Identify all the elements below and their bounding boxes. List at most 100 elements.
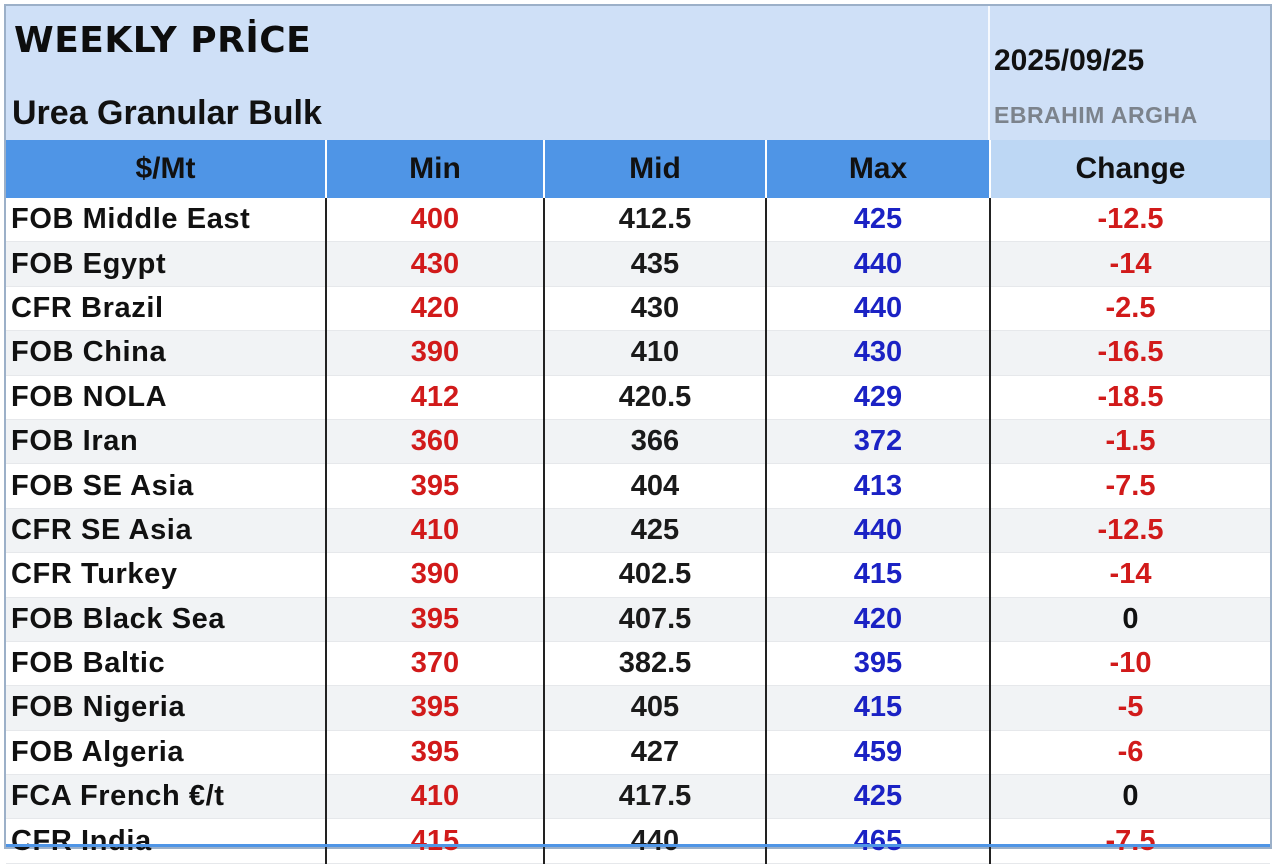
change-cell: -12.5 (990, 198, 1270, 243)
market-name-cell: FOB Iran (6, 419, 327, 465)
change-cell: -14 (990, 241, 1270, 287)
min-price-cell: 415 (326, 818, 545, 864)
page-title: WEEKLY PRİCE (14, 20, 312, 61)
column-header-mid: Mid (544, 140, 767, 198)
market-name-cell: FOB Middle East (6, 198, 327, 243)
market-name-cell: CFR Turkey (6, 552, 327, 598)
min-price-cell: 410 (326, 774, 545, 820)
table-row: FOB NOLA 412 420.5 429 -18.5 (6, 375, 1270, 420)
market-name-cell: FOB NOLA (6, 375, 327, 420)
table-row: FOB Iran 360 366 372 -1.5 (6, 419, 1270, 465)
market-name-cell: CFR Brazil (6, 286, 327, 332)
market-name-cell: FOB Algeria (6, 730, 327, 776)
min-price-cell: 412 (326, 375, 545, 420)
table-row: CFR Turkey 390 402.5 415 -14 (6, 552, 1270, 598)
table-row: FOB Egypt 430 435 440 -14 (6, 241, 1270, 287)
mid-price-cell: 425 (544, 508, 767, 554)
min-price-cell: 420 (326, 286, 545, 332)
mid-price-cell: 440 (544, 818, 767, 864)
max-price-cell: 459 (766, 730, 991, 776)
author-name: EBRAHIM ARGHA (994, 102, 1198, 128)
table-row: FOB China 390 410 430 -16.5 (6, 330, 1270, 376)
column-header-unit: $/Mt (6, 140, 327, 198)
change-cell: -10 (990, 641, 1270, 687)
mid-price-cell: 382.5 (544, 641, 767, 687)
market-name-cell: CFR India (6, 818, 327, 864)
min-price-cell: 400 (326, 198, 545, 243)
change-cell: -7.5 (990, 463, 1270, 509)
mid-price-cell: 407.5 (544, 597, 767, 642)
market-name-cell: CFR SE Asia (6, 508, 327, 554)
mid-price-cell: 404 (544, 463, 767, 509)
min-price-cell: 395 (326, 463, 545, 509)
change-cell: -6 (990, 730, 1270, 776)
max-price-cell: 440 (766, 241, 991, 287)
column-header-max: Max (766, 140, 991, 198)
mid-price-cell: 427 (544, 730, 767, 776)
max-price-cell: 430 (766, 330, 991, 376)
table-row: FOB Nigeria 395 405 415 -5 (6, 685, 1270, 731)
table-row: FOB Algeria 395 427 459 -6 (6, 730, 1270, 776)
mid-price-cell: 412.5 (544, 198, 767, 243)
market-name-cell: FOB Black Sea (6, 597, 327, 642)
max-price-cell: 413 (766, 463, 991, 509)
table-row: FCA French €/t 410 417.5 425 0 (6, 774, 1270, 820)
header-divider (988, 6, 990, 140)
mid-price-cell: 417.5 (544, 774, 767, 820)
max-price-cell: 429 (766, 375, 991, 420)
min-price-cell: 395 (326, 685, 545, 731)
max-price-cell: 465 (766, 818, 991, 864)
max-price-cell: 420 (766, 597, 991, 642)
mid-price-cell: 430 (544, 286, 767, 332)
market-name-cell: FOB Nigeria (6, 685, 327, 731)
change-cell: 0 (990, 597, 1270, 642)
min-price-cell: 430 (326, 241, 545, 287)
max-price-cell: 440 (766, 286, 991, 332)
max-price-cell: 425 (766, 198, 991, 243)
price-sheet: WEEKLY PRİCE Urea Granular Bulk 2025/09/… (4, 4, 1272, 864)
mid-price-cell: 410 (544, 330, 767, 376)
min-price-cell: 360 (326, 419, 545, 465)
table-row: CFR SE Asia 410 425 440 -12.5 (6, 508, 1270, 554)
mid-price-cell: 420.5 (544, 375, 767, 420)
min-price-cell: 410 (326, 508, 545, 554)
table-row: FOB Middle East 400 412.5 425 -12.5 (6, 198, 1270, 243)
min-price-cell: 390 (326, 552, 545, 598)
change-cell: 0 (990, 774, 1270, 820)
mid-price-cell: 435 (544, 241, 767, 287)
mid-price-cell: 405 (544, 685, 767, 731)
change-cell: -1.5 (990, 419, 1270, 465)
market-name-cell: FOB Egypt (6, 241, 327, 287)
mid-price-cell: 402.5 (544, 552, 767, 598)
table-row: CFR Brazil 420 430 440 -2.5 (6, 286, 1270, 332)
max-price-cell: 425 (766, 774, 991, 820)
min-price-cell: 370 (326, 641, 545, 687)
column-header-change: Change (990, 140, 1270, 198)
column-header-row: $/Mt Min Mid Max Change (6, 140, 1270, 198)
min-price-cell: 395 (326, 730, 545, 776)
report-date: 2025/09/25 (994, 44, 1145, 77)
table-row: FOB Black Sea 395 407.5 420 0 (6, 597, 1270, 642)
market-name-cell: FCA French €/t (6, 774, 327, 820)
change-cell: -7.5 (990, 818, 1270, 864)
product-subtitle: Urea Granular Bulk (12, 94, 322, 132)
column-header-min: Min (326, 140, 545, 198)
market-name-cell: FOB China (6, 330, 327, 376)
bottom-border (6, 844, 1270, 847)
max-price-cell: 415 (766, 685, 991, 731)
min-price-cell: 390 (326, 330, 545, 376)
change-cell: -12.5 (990, 508, 1270, 554)
min-price-cell: 395 (326, 597, 545, 642)
max-price-cell: 415 (766, 552, 991, 598)
change-cell: -16.5 (990, 330, 1270, 376)
change-cell: -18.5 (990, 375, 1270, 420)
market-name-cell: FOB SE Asia (6, 463, 327, 509)
price-table: $/Mt Min Mid Max Change FOB Middle East 4… (6, 140, 1270, 864)
table-row: FOB Baltic 370 382.5 395 -10 (6, 641, 1270, 687)
max-price-cell: 440 (766, 508, 991, 554)
change-cell: -2.5 (990, 286, 1270, 332)
table-row: CFR India 415 440 465 -7.5 (6, 818, 1270, 864)
sheet-header: WEEKLY PRİCE Urea Granular Bulk 2025/09/… (6, 6, 1270, 140)
max-price-cell: 372 (766, 419, 991, 465)
change-cell: -5 (990, 685, 1270, 731)
